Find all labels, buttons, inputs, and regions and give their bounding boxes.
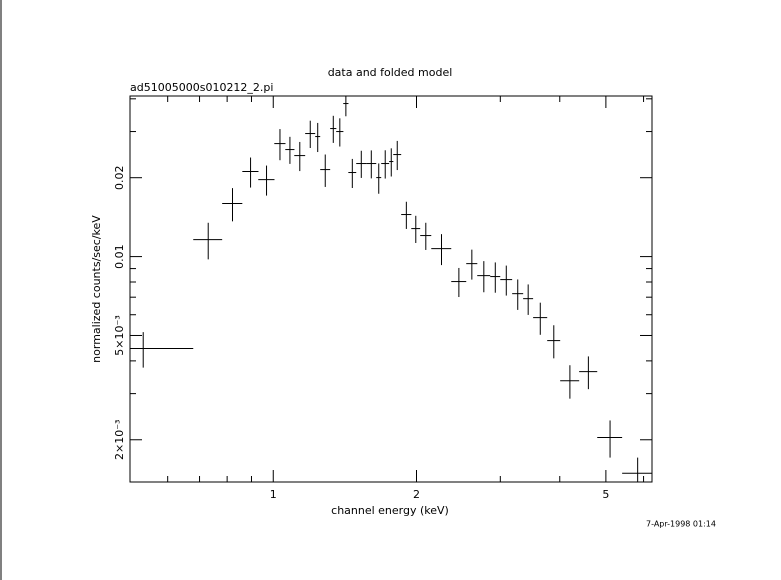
y-tick-label: 5×10⁻³ [113, 315, 126, 355]
timestamp: 7-Apr-1998 01:14 [646, 520, 716, 529]
data-layer [130, 96, 652, 482]
x-axis-label: channel energy (keV) [331, 504, 449, 517]
plot-frame [129, 95, 653, 483]
x-tick-label: 1 [270, 488, 277, 501]
chart-subtitle: ad51005000s010212_2.pi [130, 81, 273, 94]
y-axis-label: normalized counts/sec/keV [90, 215, 103, 363]
y-tick-label: 2×10⁻³ [113, 420, 126, 460]
x-tick-label: 5 [602, 488, 609, 501]
y-tick-label: 0.01 [113, 244, 126, 269]
y-tick-label: 0.02 [113, 165, 126, 190]
x-tick-label: 2 [413, 488, 420, 501]
chart-title: data and folded model [328, 66, 453, 79]
